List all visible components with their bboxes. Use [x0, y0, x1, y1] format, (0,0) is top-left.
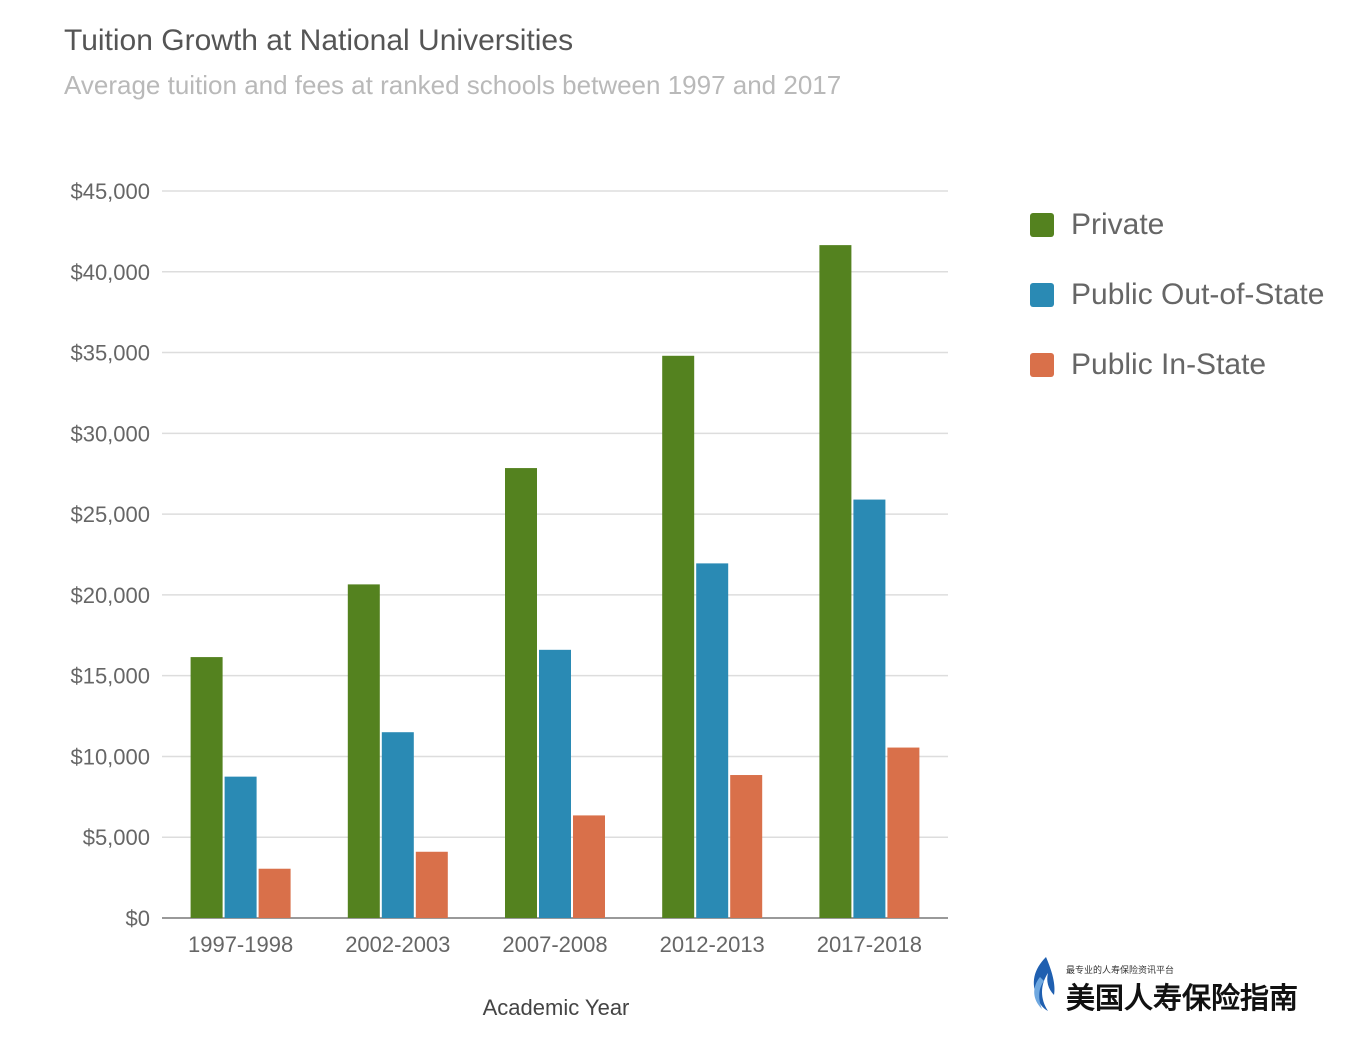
bar-public-in-state [887, 747, 920, 918]
x-axis-label: Academic Year [482, 995, 630, 1020]
chart-title: Tuition Growth at National Universities [64, 24, 574, 57]
bar-private [505, 468, 537, 918]
flame-icon [1033, 957, 1055, 1011]
legend-label-private: Private [1071, 208, 1165, 241]
bar-public-in-state [573, 815, 605, 918]
y-tick-label: $0 [126, 906, 150, 931]
legend-swatch-private [1030, 213, 1054, 237]
y-tick-label: $40,000 [70, 260, 150, 285]
bar-chart: $0 $5,000 $10,000 $15,000 $20,000 $25,000 $30,… [70, 179, 948, 957]
chart-legend: Private Public Out-of-State Public In-St… [1030, 190, 1324, 400]
bar-public-in-state [415, 851, 448, 918]
legend-swatch-public-in-state [1030, 353, 1054, 377]
bar-public-out-of-state [539, 649, 571, 918]
bar-public-out-of-state [381, 732, 414, 918]
legend-item-public-in-state: Public In-State [1030, 330, 1324, 400]
legend-label-public-out-of-state: Public Out-of-State [1071, 278, 1325, 311]
y-tick-label: $15,000 [70, 664, 150, 689]
bar-public-out-of-state [696, 563, 729, 918]
x-tick-label: 2017-2018 [817, 932, 922, 957]
bar-private [347, 584, 380, 918]
watermark-tagline: 最专业的人寿保险资讯平台 [1066, 966, 1175, 976]
bar-private [819, 245, 852, 919]
legend-swatch-public-out-of-state [1030, 283, 1054, 307]
y-tick-label: $10,000 [70, 744, 150, 769]
y-tick-label: $35,000 [70, 341, 150, 366]
bar-private [190, 657, 223, 918]
y-tick-label: $20,000 [70, 583, 150, 608]
x-tick-label: 2012-2013 [660, 932, 765, 957]
chart-subtitle: Average tuition and fees at ranked schoo… [64, 70, 842, 100]
watermark-logo: 最专业的人寿保险资讯平台 美国人寿保险指南 [1026, 955, 1326, 1015]
bar-public-out-of-state [224, 776, 257, 918]
legend-item-public-out-of-state: Public Out-of-State [1030, 260, 1324, 330]
x-tick-label: 2002-2003 [345, 932, 450, 957]
y-tick-label: $25,000 [70, 502, 150, 527]
bar-private [662, 355, 695, 919]
x-tick-label: 1997-1998 [188, 932, 293, 957]
y-tick-label: $45,000 [70, 179, 150, 204]
bar-public-in-state [258, 868, 291, 918]
y-tick-label: $30,000 [70, 421, 150, 446]
watermark-brand: 美国人寿保险指南 [1066, 981, 1299, 1015]
bar-public-in-state [730, 775, 763, 918]
bar-public-out-of-state [853, 499, 886, 918]
legend-label-public-in-state: Public In-State [1071, 348, 1267, 381]
x-tick-label: 2007-2008 [502, 932, 607, 957]
legend-item-private: Private [1030, 190, 1324, 260]
y-tick-label: $5,000 [83, 825, 150, 850]
